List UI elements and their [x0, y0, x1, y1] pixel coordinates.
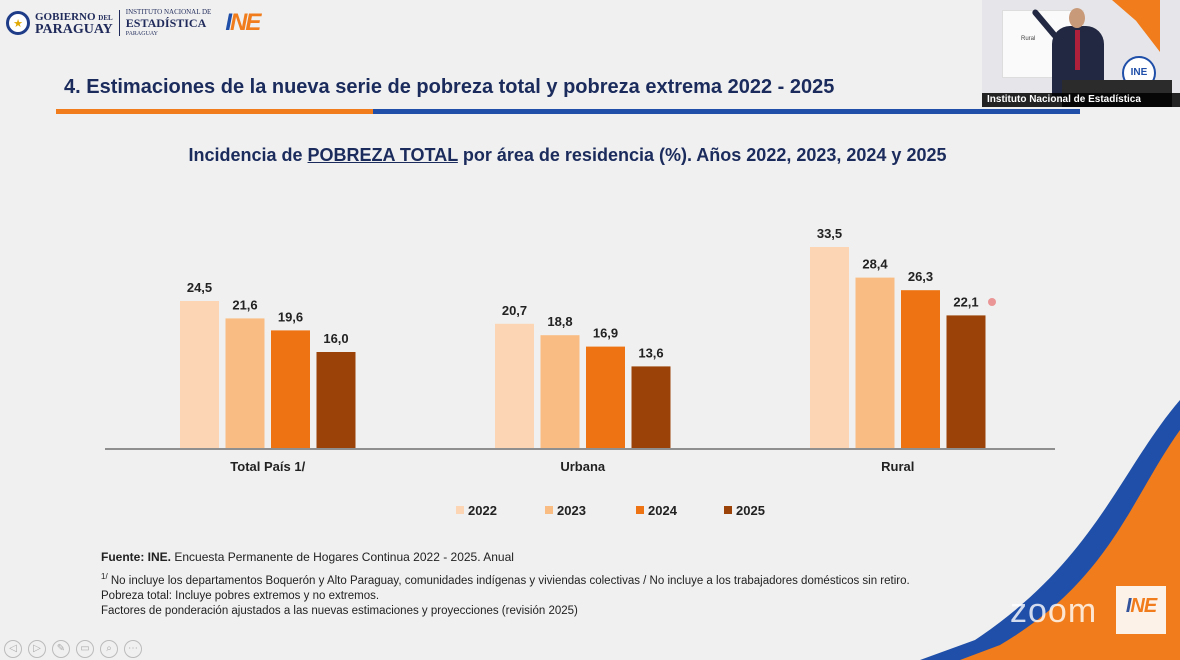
ine-text-logo: INSTITUTO NACIONAL DE ESTADÍSTICA PARAGU…	[125, 7, 212, 37]
presenter-video[interactable]: Rural INE Instituto Nacional de Estadíst…	[982, 0, 1180, 107]
data-label-urbana-2025: 13,6	[638, 345, 663, 360]
source-note: Fuente: INE. Encuesta Permanente de Hoga…	[101, 550, 514, 564]
pen-icon[interactable]: ✎	[52, 640, 70, 658]
note-2: Pobreza total: Incluye pobres extremos y…	[101, 589, 380, 602]
gobierno-paraguay-logo: GOBIERNO DEL PARAGUAY	[35, 10, 113, 37]
ine-corner-logo: INE	[1116, 586, 1166, 634]
backdrop-shape	[1100, 0, 1160, 52]
header-logos: ★ GOBIERNO DEL PARAGUAY INSTITUTO NACION…	[6, 7, 261, 38]
chart-title-suffix: por área de residencia (%). Años 2022, 2…	[457, 145, 947, 165]
category-label-total-pa-s-1: Total País 1/	[230, 459, 305, 474]
bar-total-pa-s-1-2023	[225, 318, 265, 448]
next-slide-icon[interactable]: ▷	[28, 640, 46, 658]
bar-urbana-2024	[586, 346, 625, 448]
data-label-urbana-2023: 18,8	[547, 314, 572, 329]
legend-swatch-2023	[545, 506, 553, 514]
legend-swatch-2022	[456, 506, 464, 514]
zoom-watermark: zoom	[1010, 592, 1098, 630]
zoom-magnifier-icon[interactable]: ⌕	[100, 640, 118, 658]
data-label-rural-2025: 22,1	[953, 294, 978, 309]
note-3: Factores de ponderación ajustados a las …	[101, 604, 578, 617]
previous-slide-icon[interactable]: ◁	[4, 640, 22, 658]
data-label-urbana-2022: 20,7	[502, 303, 527, 318]
bar-urbana-2022	[495, 323, 534, 448]
chart-title: Incidencia de POBREZA TOTAL por área de …	[0, 145, 1135, 166]
bar-rural-2025	[946, 315, 986, 448]
slides-icon[interactable]: ▭	[76, 640, 94, 658]
data-label-total-pa-s-1-2023: 21,6	[232, 297, 257, 312]
legend-label-2025: 2025	[736, 503, 765, 518]
data-label-total-pa-s-1-2022: 24,5	[187, 280, 212, 295]
bar-total-pa-s-1-2025	[316, 352, 356, 448]
chart-title-prefix: Incidencia de	[188, 145, 308, 165]
bar-rural-2023	[855, 277, 895, 448]
chart-title-emphasis: POBREZA TOTAL	[307, 145, 458, 165]
data-label-rural-2023: 28,4	[862, 257, 888, 272]
data-label-total-pa-s-1-2024: 19,6	[278, 309, 303, 324]
presentation-controls: ◁ ▷ ✎ ▭ ⌕ ⋯	[4, 640, 142, 658]
data-label-total-pa-s-1-2025: 16,0	[323, 331, 348, 346]
category-label-urbana: Urbana	[560, 459, 606, 474]
laser-pointer	[988, 298, 996, 306]
paraguay-seal-icon: ★	[6, 11, 30, 35]
bar-urbana-2025	[631, 366, 671, 448]
bar-urbana-2023	[540, 335, 580, 448]
presenter-tie	[1075, 30, 1080, 70]
presenter-head	[1069, 8, 1085, 28]
bar-rural-2024	[901, 290, 940, 448]
legend-swatch-2025	[724, 506, 732, 514]
more-options-icon[interactable]: ⋯	[124, 640, 142, 658]
data-label-rural-2024: 26,3	[908, 269, 933, 284]
data-label-rural-2022: 33,5	[817, 226, 842, 241]
ine-logo: INE	[225, 9, 261, 36]
legend-label-2022: 2022	[468, 503, 497, 518]
data-label-urbana-2024: 16,9	[593, 326, 618, 341]
legend-label-2023: 2023	[557, 503, 586, 518]
category-label-rural: Rural	[881, 459, 914, 474]
legend-label-2024: 2024	[648, 503, 678, 518]
logo-divider	[118, 10, 120, 36]
video-caption: Instituto Nacional de Estadística	[982, 93, 1180, 107]
bar-total-pa-s-1-2024	[271, 330, 310, 448]
footnotes: Fuente: INE. Encuesta Permanente de Hoga…	[101, 549, 910, 619]
bar-total-pa-s-1-2022	[180, 301, 219, 448]
note-1: 1/ No incluye los departamentos Boquerón…	[101, 572, 910, 587]
title-underline	[56, 109, 1080, 114]
legend-swatch-2024	[636, 506, 644, 514]
bar-rural-2022	[810, 247, 849, 448]
slide-title: 4. Estimaciones de la nueva serie de pob…	[64, 76, 835, 98]
